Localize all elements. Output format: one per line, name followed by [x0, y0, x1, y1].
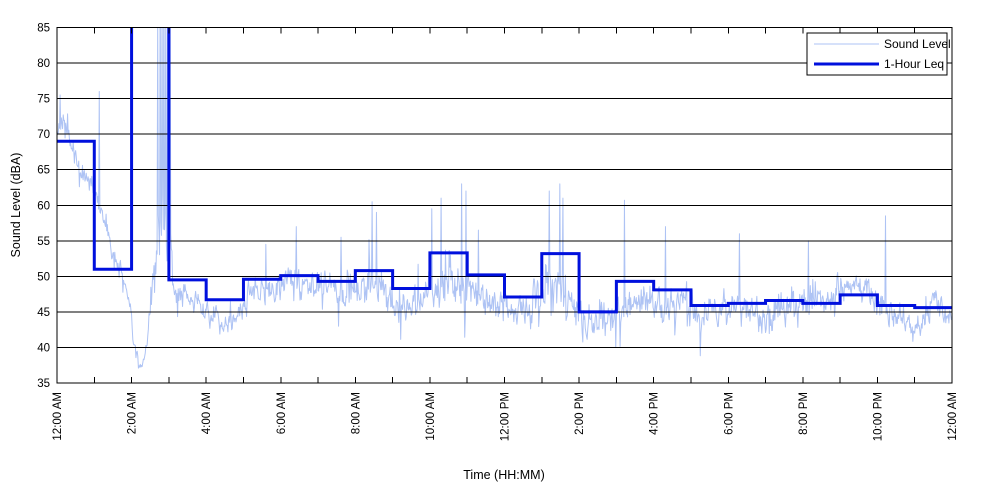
- x-tick-label: 6:00 PM: [723, 392, 735, 435]
- x-tick-label: 12:00 AM: [947, 392, 959, 441]
- x-tick-label: 10:00 PM: [872, 392, 884, 441]
- legend-box: [806, 32, 948, 76]
- x-axis-title: Time (HH:MM): [463, 468, 544, 482]
- y-tick-label: 75: [37, 94, 50, 106]
- series-1-hour-leq: [57, 27, 952, 314]
- legend-label-leq: 1-Hour Leq: [884, 57, 944, 71]
- x-tick-label: 10:00 AM: [425, 392, 437, 441]
- y-tick-label: 70: [37, 129, 50, 141]
- x-tick-label: 6:00 AM: [276, 392, 288, 434]
- y-tick-label: 60: [37, 200, 50, 212]
- leq-step-line: [57, 27, 952, 314]
- y-tick-label: 40: [37, 342, 50, 354]
- gridlines: [57, 62, 952, 348]
- x-tick-label: 12:00 PM: [500, 392, 512, 441]
- x-tick-label: 12:00 AM: [52, 392, 64, 441]
- y-tick-label: 50: [37, 271, 50, 283]
- series-sound-level: [57, 27, 952, 369]
- y-tick-label: 80: [37, 58, 50, 70]
- x-tick-label: 2:00 PM: [574, 392, 586, 435]
- legend-label-sound-level: Sound Level: [884, 37, 951, 51]
- x-tick-labels: 12:00 AM 2:00 AM 4:00 AM 6:00 AM 8:00 AM 10:0…: [52, 392, 959, 441]
- x-tick-label: 2:00 AM: [127, 392, 139, 434]
- y-tick-label: 55: [37, 236, 50, 248]
- legend: Sound Level 1-Hour Leq: [806, 32, 951, 76]
- y-tick-label: 45: [37, 307, 50, 319]
- y-tick-label: 85: [37, 23, 50, 35]
- x-tick-label: 8:00 AM: [350, 392, 362, 434]
- x-tick-label: 4:00 AM: [201, 392, 213, 434]
- y-tick-labels: 35 40 45 50 55 60 65 70 75 80 85: [37, 23, 50, 391]
- y-tick-label: 65: [37, 165, 50, 177]
- sound-level-trace: [57, 27, 952, 369]
- x-tick-label: 8:00 PM: [798, 392, 810, 435]
- x-tick-label: 4:00 PM: [649, 392, 661, 435]
- y-tick-label: 35: [37, 378, 50, 390]
- y-axis-title: Sound Level (dBA): [9, 153, 23, 258]
